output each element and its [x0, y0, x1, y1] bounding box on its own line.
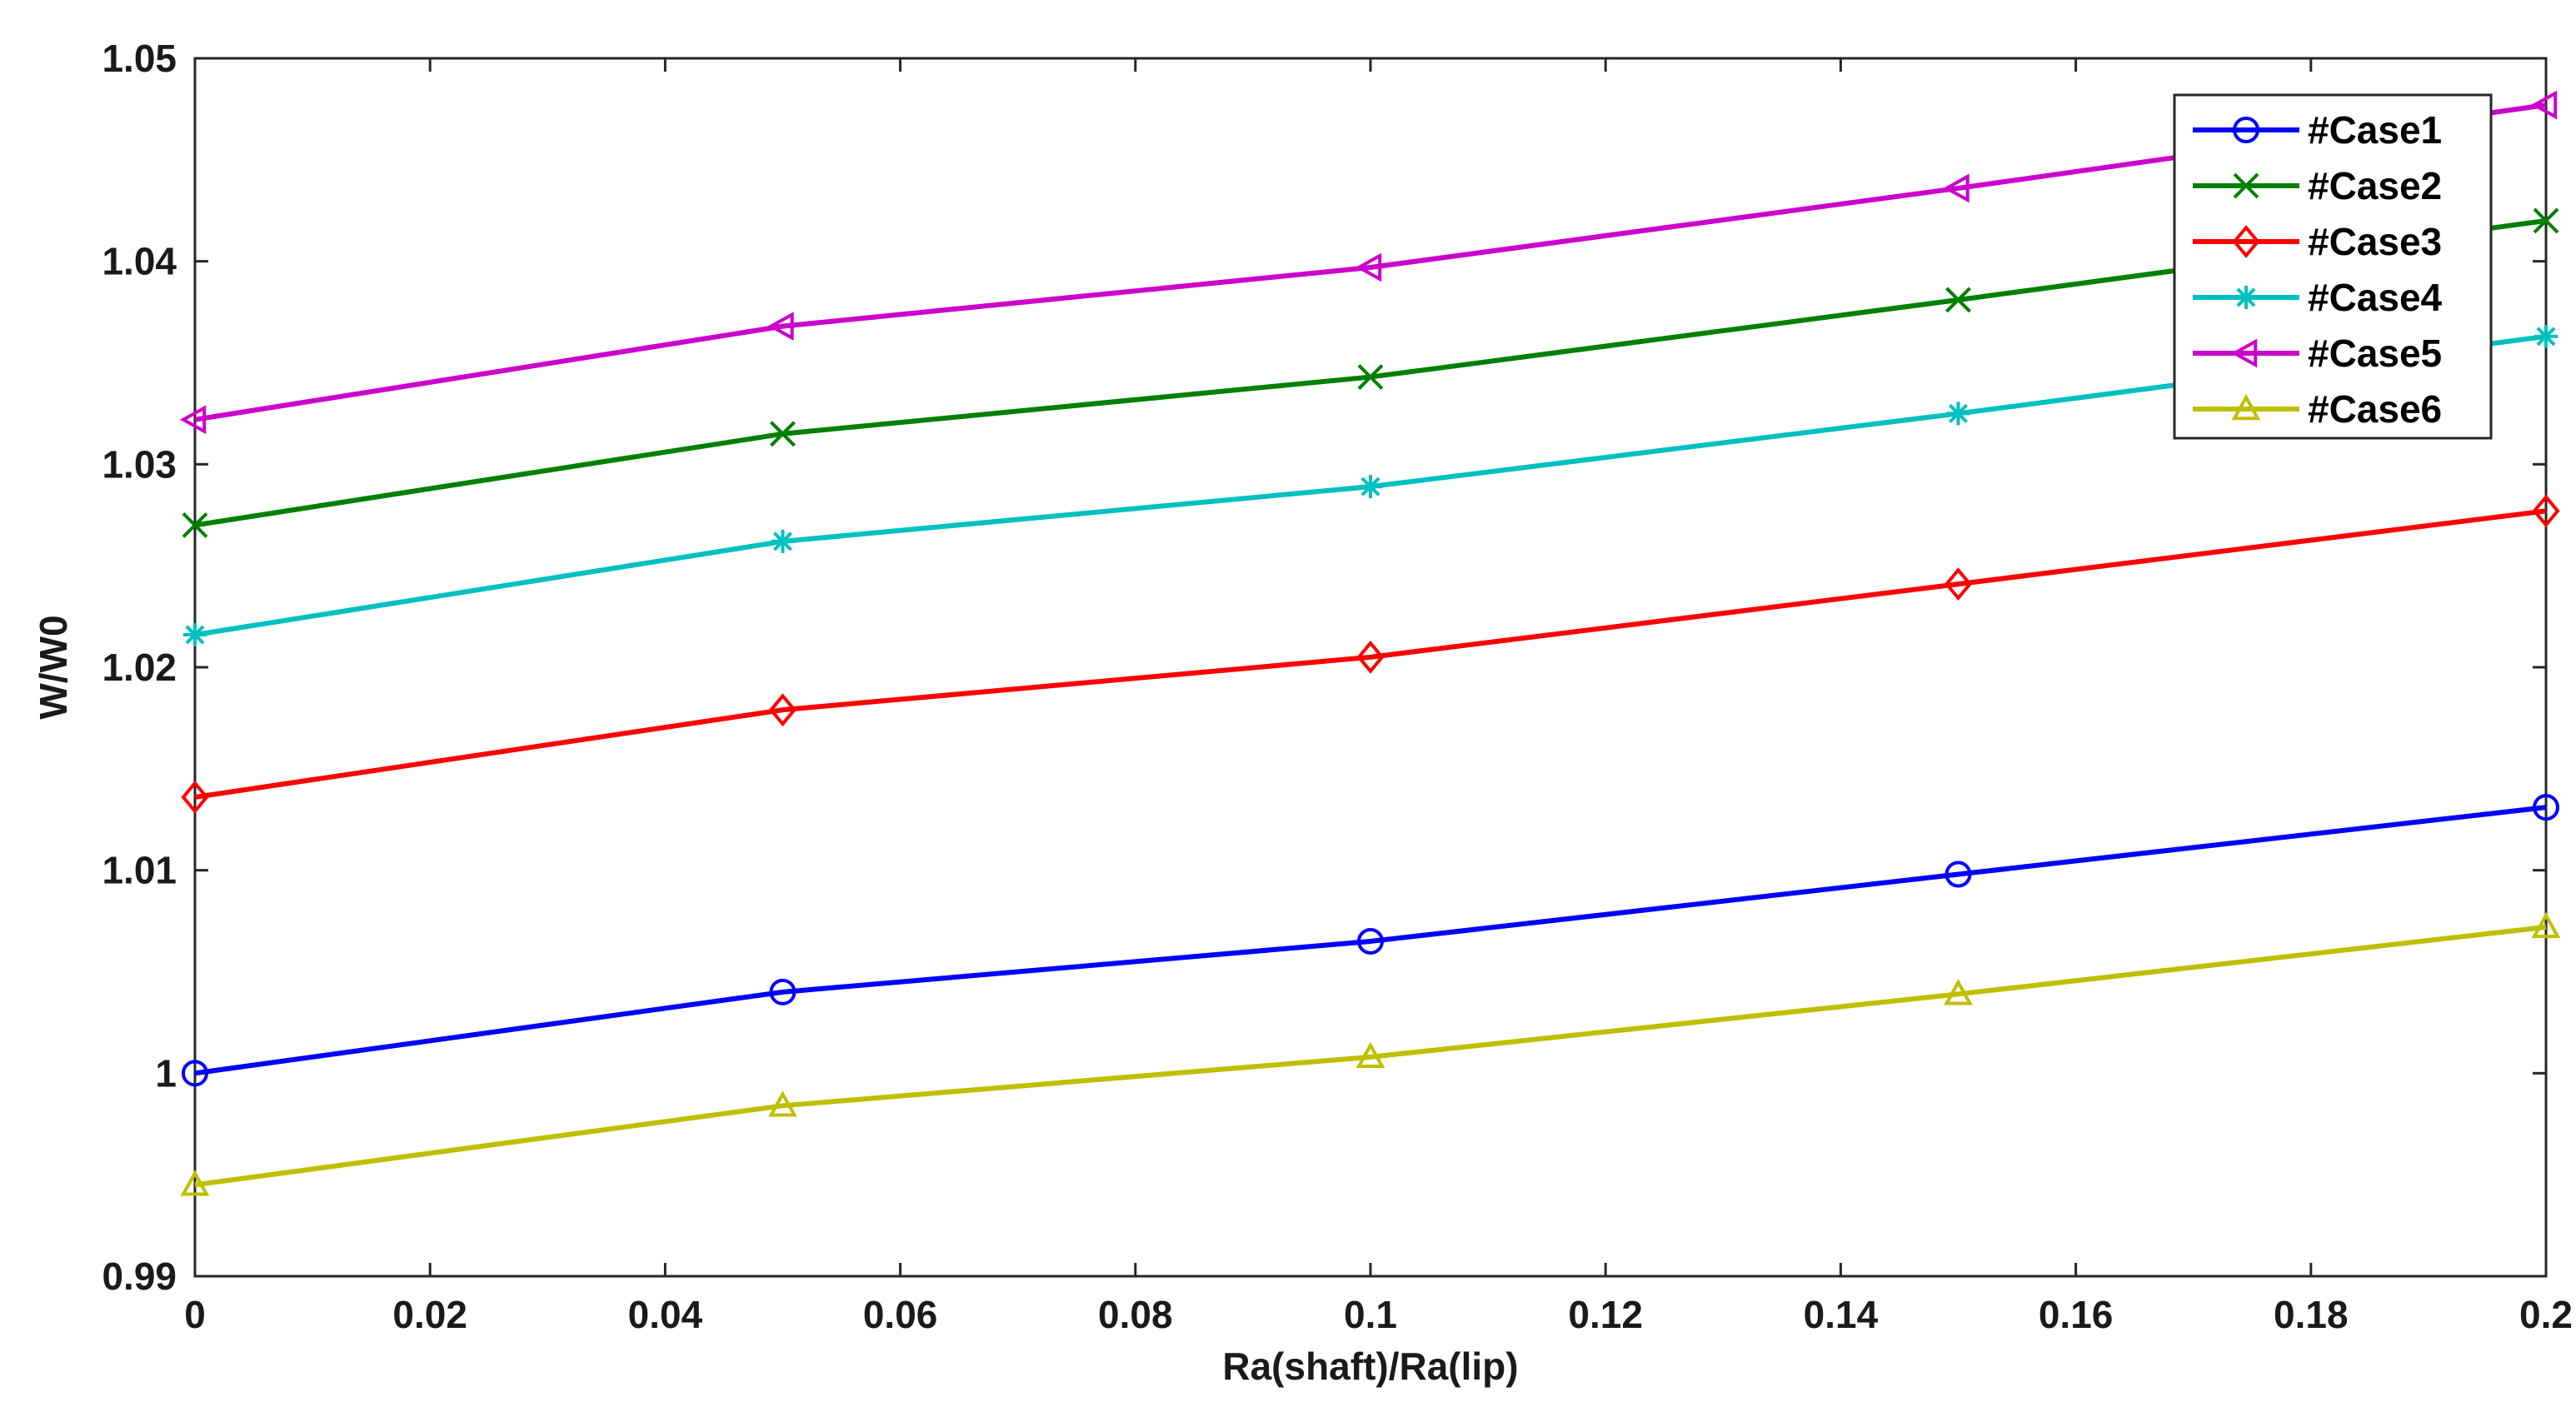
series-line — [194, 924, 2547, 1188]
data-point — [1355, 1041, 1385, 1069]
data-point — [1943, 173, 1969, 203]
data-point — [1357, 927, 1384, 955]
data-point — [1359, 475, 1382, 499]
series-5 — [179, 90, 2558, 435]
x-tick-label: 0.1 — [1344, 1293, 1397, 1336]
y-tick-label: 1.02 — [102, 646, 177, 689]
data-point — [2533, 794, 2559, 821]
data-point — [768, 1090, 797, 1117]
data-point — [1944, 861, 1972, 888]
data-point — [1945, 287, 1971, 313]
x-tick-label: 0.04 — [628, 1293, 703, 1336]
legend-entry: #Case4 — [2193, 276, 2443, 319]
y-tick-label: 1.04 — [102, 240, 177, 283]
legend-label: #Case5 — [2308, 332, 2442, 375]
legend-entry: #Case6 — [2193, 387, 2442, 431]
legend-entry: #Case1 — [2193, 108, 2442, 152]
series-line — [194, 805, 2547, 1076]
legend-label: #Case4 — [2308, 276, 2443, 319]
x-tick-label: 0.2 — [2519, 1293, 2573, 1336]
y-tick-label: 0.99 — [102, 1255, 177, 1298]
ticks-layer: 0 0.02 0.04 0.06 0.08 0.1 0.12 0.14 0.16 0.18 0.2 0… — [102, 37, 2573, 1336]
x-tick-label: 0.16 — [2039, 1293, 2114, 1336]
legend-marker — [2232, 225, 2260, 258]
data-point — [2531, 911, 2561, 939]
x-tick-label: 0 — [184, 1293, 206, 1336]
data-point — [1944, 567, 1973, 601]
data-point — [183, 623, 207, 647]
x-tick-label: 0.02 — [392, 1293, 467, 1336]
data-point — [2534, 324, 2558, 348]
data-point — [767, 312, 794, 342]
x-tick-label: 0.14 — [1804, 1293, 1879, 1336]
data-point — [1357, 364, 1384, 390]
data-point — [179, 405, 207, 435]
legend-label: #Case3 — [2308, 220, 2442, 263]
data-point — [1946, 402, 1970, 426]
data-point — [182, 1060, 208, 1087]
series-1 — [182, 794, 2559, 1087]
y-tick-label: 1.05 — [102, 37, 177, 80]
data-point — [181, 781, 209, 814]
legend: #Case1 #Case2 #Case3 #Case4 #Case5 #Case6 — [2173, 93, 2493, 440]
series-2 — [182, 207, 2559, 538]
series-4 — [183, 324, 2558, 647]
x-tick-label: 0.12 — [1568, 1293, 1643, 1336]
y-axis-title: W/W0 — [32, 615, 75, 719]
x-tick-label: 0.08 — [1098, 1293, 1173, 1336]
legend-marker — [2230, 338, 2258, 368]
series-line — [194, 102, 2547, 422]
data-point — [2530, 90, 2558, 120]
y-tick-label: 1.01 — [102, 849, 177, 892]
series-layer — [179, 90, 2561, 1196]
legend-label: #Case2 — [2308, 164, 2442, 207]
series-6 — [180, 911, 2561, 1196]
x-axis-title: Ra(shaft)/Ra(lip) — [1222, 1345, 1518, 1388]
legend-marker — [2234, 286, 2258, 309]
legend-marker — [2231, 393, 2261, 421]
data-point — [1944, 979, 1973, 1005]
series-line — [194, 508, 2547, 800]
legend-marker — [2233, 172, 2259, 199]
series-3 — [181, 494, 2560, 814]
legend-box — [2173, 93, 2493, 440]
data-point — [771, 529, 795, 553]
data-point — [182, 512, 208, 538]
legend-label: #Case1 — [2308, 108, 2442, 152]
legend-entry: #Case2 — [2193, 164, 2442, 207]
data-point — [769, 978, 796, 1005]
y-tick-label: 1.03 — [102, 442, 177, 486]
x-tick-label: 0.18 — [2274, 1293, 2349, 1336]
data-point — [768, 693, 797, 727]
data-point — [2533, 207, 2559, 234]
y-tick-label: 1 — [155, 1051, 177, 1095]
x-tick-label: 0.06 — [863, 1293, 938, 1336]
legend-entry: #Case5 — [2193, 332, 2442, 375]
data-point — [770, 421, 796, 447]
legend-label: #Case6 — [2308, 387, 2442, 431]
data-point — [180, 1170, 210, 1196]
data-point — [2532, 494, 2560, 528]
legend-marker — [2233, 117, 2259, 143]
data-point — [1356, 640, 1385, 674]
legend-entry: #Case3 — [2193, 220, 2442, 263]
data-point — [1355, 252, 1382, 282]
